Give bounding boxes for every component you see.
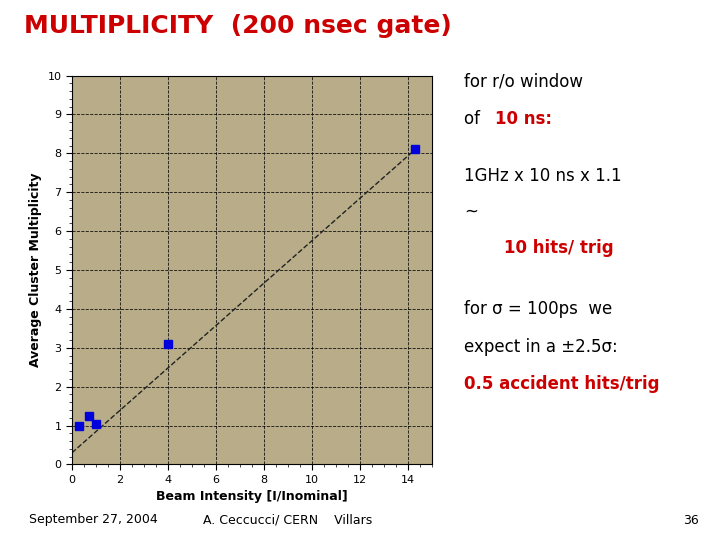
Text: 1GHz x 10 ns x 1.1: 1GHz x 10 ns x 1.1 — [464, 167, 622, 185]
Text: for r/o window: for r/o window — [464, 73, 583, 91]
Text: 10 hits/ trig: 10 hits/ trig — [504, 239, 613, 256]
Text: for σ = 100ps  we: for σ = 100ps we — [464, 300, 613, 318]
Text: ~: ~ — [464, 202, 478, 220]
Text: September 27, 2004: September 27, 2004 — [29, 514, 158, 526]
Y-axis label: Average Cluster Multiplicity: Average Cluster Multiplicity — [29, 173, 42, 367]
Text: 0.5 accident hits/trig: 0.5 accident hits/trig — [464, 375, 660, 393]
Text: 36: 36 — [683, 514, 698, 526]
Text: 10 ns:: 10 ns: — [495, 110, 552, 127]
Text: A. Ceccucci/ CERN    Villars: A. Ceccucci/ CERN Villars — [203, 514, 373, 526]
Text: of: of — [464, 110, 491, 127]
X-axis label: Beam Intensity [I/Inominal]: Beam Intensity [I/Inominal] — [156, 490, 348, 503]
Text: expect in a ±2.5σ:: expect in a ±2.5σ: — [464, 338, 618, 355]
Text: MULTIPLICITY  (200 nsec gate): MULTIPLICITY (200 nsec gate) — [24, 14, 451, 37]
